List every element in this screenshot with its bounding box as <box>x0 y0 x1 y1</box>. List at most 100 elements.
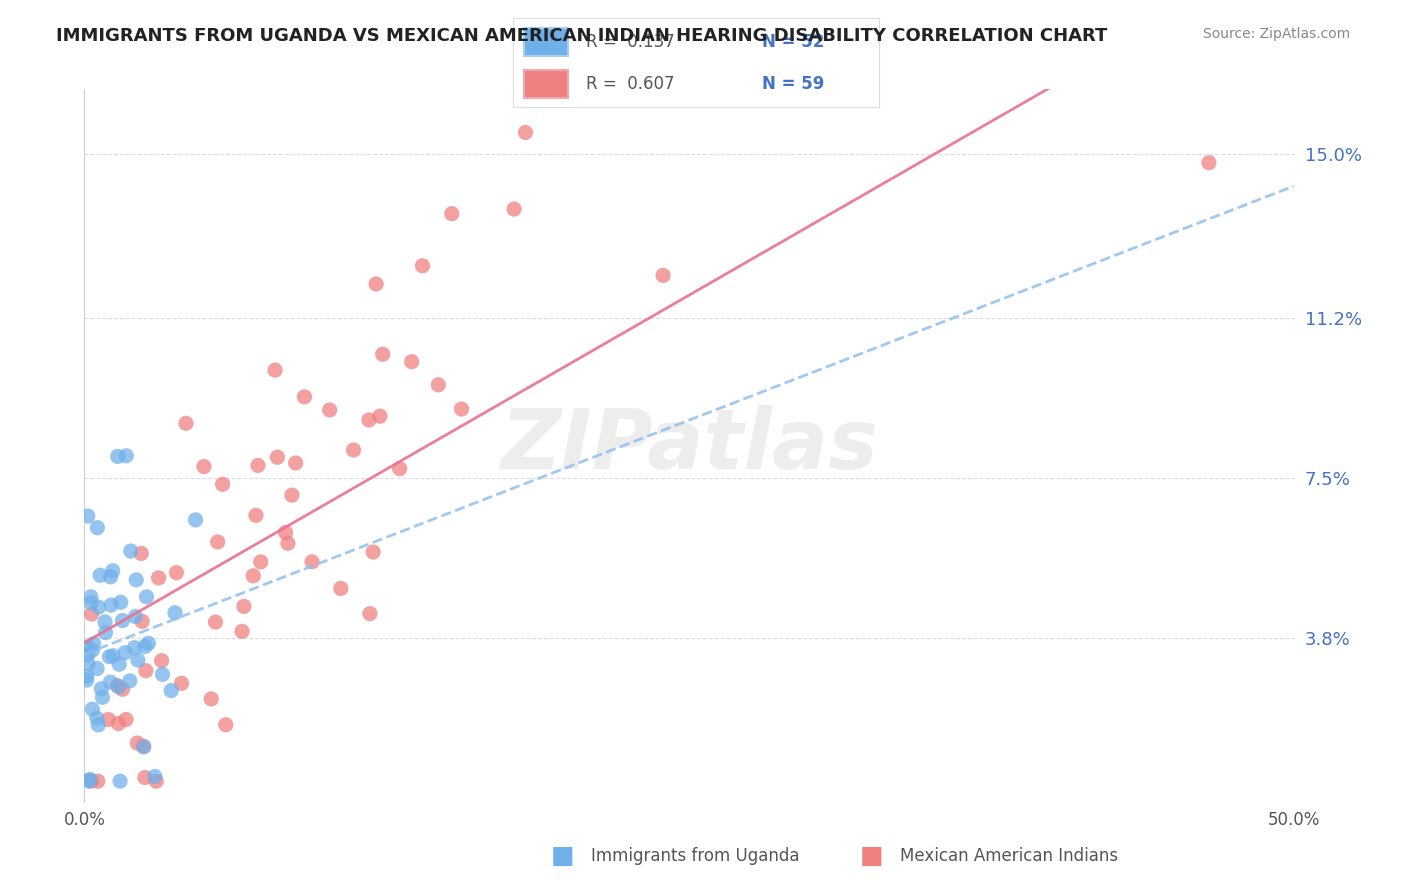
Point <box>82 643 104 657</box>
Point <box>76 640 98 654</box>
Point <box>124 640 146 655</box>
Point <box>80 607 103 621</box>
Text: ■: ■ <box>551 845 574 868</box>
Point <box>368 409 391 424</box>
Point <box>388 461 411 475</box>
Point <box>135 590 157 604</box>
Point <box>160 683 183 698</box>
Point <box>242 569 264 583</box>
Point <box>91 690 114 705</box>
Point <box>76 508 98 523</box>
Point <box>232 599 254 614</box>
Point <box>127 653 149 667</box>
Point <box>301 555 323 569</box>
Point <box>204 615 226 629</box>
Point <box>359 607 381 621</box>
Point <box>97 713 120 727</box>
Point <box>231 624 253 639</box>
Point <box>86 711 108 725</box>
Point <box>76 669 98 683</box>
Point <box>89 568 111 582</box>
Point <box>77 774 100 789</box>
Point <box>76 673 98 687</box>
Point <box>401 354 423 368</box>
Point <box>245 508 267 523</box>
Point <box>150 654 173 668</box>
Point <box>100 675 122 690</box>
Point <box>129 546 152 560</box>
Point <box>107 716 129 731</box>
Point <box>120 544 142 558</box>
Point <box>145 774 167 789</box>
Point <box>165 566 187 580</box>
Point <box>284 456 307 470</box>
Point <box>207 535 229 549</box>
Point <box>294 390 316 404</box>
Text: N = 59: N = 59 <box>762 75 824 93</box>
Point <box>107 450 129 464</box>
Point <box>411 259 433 273</box>
Point <box>83 637 105 651</box>
Text: Source: ZipAtlas.com: Source: ZipAtlas.com <box>1202 27 1350 41</box>
Point <box>124 609 146 624</box>
Text: IMMIGRANTS FROM UGANDA VS MEXICAN AMERICAN INDIAN HEARING DISABILITY CORRELATION: IMMIGRANTS FROM UGANDA VS MEXICAN AMERIC… <box>56 27 1108 45</box>
Point <box>94 625 117 640</box>
Point <box>440 207 463 221</box>
Point <box>318 403 340 417</box>
Text: ZIPatlas: ZIPatlas <box>501 406 877 486</box>
Point <box>515 125 537 139</box>
Point <box>118 673 141 688</box>
Point <box>329 582 352 596</box>
Text: Mexican American Indians: Mexican American Indians <box>900 847 1118 865</box>
Point <box>184 513 207 527</box>
Point <box>79 772 101 787</box>
Point <box>110 595 132 609</box>
Point <box>138 636 160 650</box>
Point <box>281 488 304 502</box>
Point <box>277 536 299 550</box>
Point <box>427 377 450 392</box>
Point <box>90 681 112 696</box>
Point <box>114 646 136 660</box>
Point <box>105 679 128 693</box>
Point <box>87 718 110 732</box>
Point <box>274 525 297 540</box>
Point <box>143 769 166 783</box>
Point <box>152 667 174 681</box>
Point <box>148 571 170 585</box>
Point <box>80 590 103 604</box>
Point <box>101 648 124 663</box>
Point <box>163 606 186 620</box>
Point <box>100 598 122 612</box>
Point <box>361 545 384 559</box>
Text: N = 52: N = 52 <box>762 33 824 51</box>
Point <box>77 657 100 671</box>
Point <box>132 739 155 754</box>
Point <box>131 615 153 629</box>
Point <box>80 596 103 610</box>
Point <box>94 615 117 629</box>
Text: ■: ■ <box>860 845 883 868</box>
Point <box>111 614 134 628</box>
Point <box>246 458 269 473</box>
Point <box>86 521 108 535</box>
Point <box>1198 155 1220 169</box>
Point <box>107 680 129 694</box>
Point <box>111 682 134 697</box>
Point <box>135 664 157 678</box>
Point <box>450 401 472 416</box>
Point <box>101 564 124 578</box>
Point <box>86 661 108 675</box>
Point <box>100 570 122 584</box>
Point <box>82 702 104 716</box>
Point <box>357 413 380 427</box>
Point <box>98 649 121 664</box>
Point <box>264 363 287 377</box>
Point <box>366 277 388 291</box>
Point <box>200 692 222 706</box>
Point <box>503 202 526 216</box>
FancyBboxPatch shape <box>524 28 568 56</box>
Point <box>132 739 155 754</box>
Point <box>108 657 131 672</box>
Point <box>115 713 138 727</box>
